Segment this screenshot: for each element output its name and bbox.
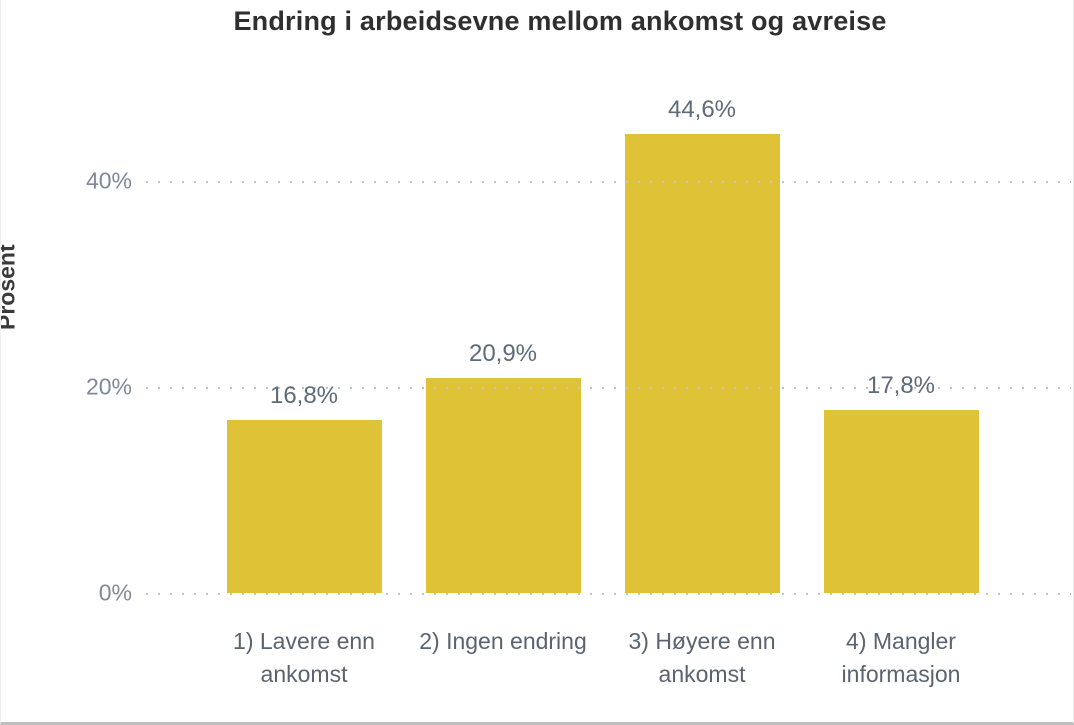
category-label: 1) Lavere enn ankomst <box>233 628 375 687</box>
category-label: 4) Mangler informasjon <box>841 628 961 687</box>
value-label: 17,8% <box>866 371 936 399</box>
category-label: 2) Ingen endring <box>419 628 587 654</box>
gridline-0% <box>146 592 1071 595</box>
value-label: 16,8% <box>269 381 339 409</box>
value-label: 20,9% <box>468 339 538 367</box>
y-tick-label: 20% <box>85 373 132 400</box>
bar-3[interactable] <box>624 133 780 593</box>
gridline-40% <box>146 180 1071 183</box>
chart-title: Endring i arbeidsevne mellom ankomst og … <box>233 6 887 36</box>
bar-2[interactable] <box>425 377 581 593</box>
value-label: 44,6% <box>667 95 737 123</box>
bar-1[interactable] <box>226 419 382 593</box>
bar-4[interactable] <box>823 409 979 593</box>
gridline-20% <box>146 386 1071 389</box>
category-label: 3) Høyere enn ankomst <box>628 628 776 687</box>
y-tick-label: 0% <box>98 579 132 606</box>
y-tick-label: 40% <box>85 167 132 194</box>
